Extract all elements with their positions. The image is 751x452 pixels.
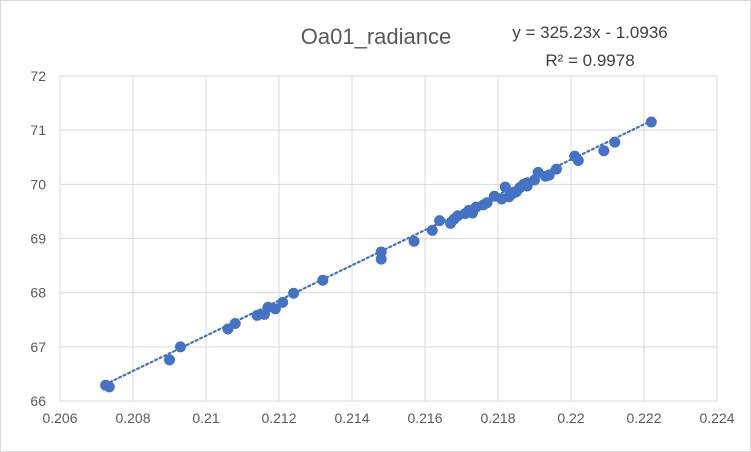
data-point — [164, 354, 175, 366]
data-point — [645, 116, 657, 128]
chart-title: Oa01_radiance — [301, 24, 451, 49]
data-point — [229, 318, 241, 330]
x-tick-label: 0.206 — [42, 410, 77, 426]
data-points — [100, 116, 657, 393]
y-tick-label: 72 — [30, 68, 46, 84]
data-point — [481, 197, 493, 209]
data-point — [543, 169, 555, 181]
data-point — [375, 246, 387, 258]
y-tick-label: 68 — [30, 285, 46, 301]
y-tick-label: 71 — [30, 122, 46, 138]
x-tick-label: 0.218 — [480, 410, 515, 426]
gridlines — [59, 75, 718, 402]
data-point — [550, 163, 562, 175]
data-point — [521, 180, 533, 192]
data-point — [434, 215, 446, 227]
data-point — [103, 381, 115, 393]
data-point — [408, 235, 420, 247]
data-point — [499, 181, 511, 193]
data-point — [609, 136, 621, 148]
x-tick-label: 0.222 — [626, 410, 661, 426]
x-tick-label: 0.212 — [261, 410, 296, 426]
x-tick-label: 0.216 — [407, 410, 442, 426]
data-point — [317, 274, 329, 286]
data-point — [277, 296, 289, 308]
y-tick-label: 67 — [30, 339, 46, 355]
data-point — [174, 341, 186, 353]
y-tick-label: 70 — [30, 176, 46, 192]
y-tick-label: 66 — [30, 393, 46, 409]
y-tick-labels: 66 67 68 69 70 71 72 — [30, 68, 46, 409]
x-tick-label: 0.21 — [192, 410, 219, 426]
trendline-equation: y = 325.23x - 1.0936 — [512, 23, 667, 42]
data-point — [572, 155, 584, 166]
data-point — [598, 145, 610, 157]
x-tick-label: 0.214 — [334, 410, 369, 426]
trendline-r-squared: R² = 0.9978 — [545, 51, 634, 70]
data-point — [288, 287, 300, 299]
data-point — [426, 224, 438, 236]
y-tick-label: 69 — [30, 231, 46, 247]
x-tick-label: 0.208 — [115, 410, 150, 426]
x-tick-label: 0.224 — [699, 410, 734, 426]
x-tick-labels: 0.206 0.208 0.21 0.212 0.214 0.216 0.218 0.22 0.… — [42, 410, 734, 426]
data-point — [269, 303, 281, 315]
x-tick-label: 0.22 — [557, 410, 584, 426]
